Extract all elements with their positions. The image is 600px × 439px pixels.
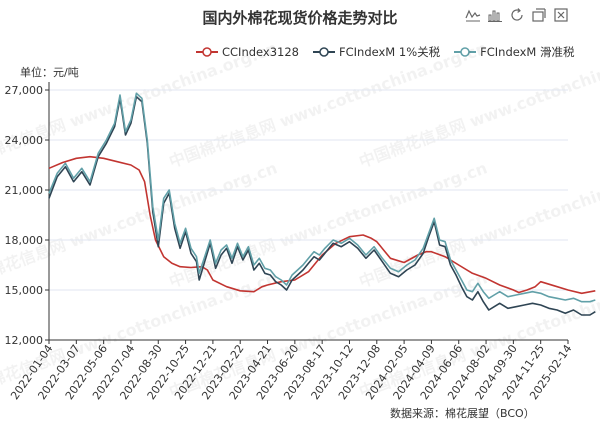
chart-legend: CCIndex3128 FCIndexM 1%关税 FCIndexM 滑准税	[196, 44, 575, 60]
watermark-text: 中国棉花信息网 www.cottonchina.org.cn	[0, 38, 280, 171]
chart-toolbox	[463, 5, 571, 25]
y-tick-label: 18,000	[5, 234, 44, 247]
stack-icon[interactable]	[529, 5, 549, 25]
watermark-text: 中国棉花信息网 www.cottonchina.org.cn	[0, 158, 280, 291]
legend-label-ccindex: CCIndex3128	[222, 45, 299, 59]
unit-label: 单位：元/吨	[20, 66, 79, 79]
legend-label-fcindex-1pct: FCIndexM 1%关税	[339, 45, 441, 59]
legend-item-fcindex-1pct[interactable]: FCIndexM 1%关税	[313, 44, 440, 60]
line-chart-icon[interactable]	[463, 5, 483, 25]
y-tick-label: 15,000	[5, 284, 44, 297]
legend-marker-fcindex-sliding	[454, 47, 477, 57]
y-tick-label: 21,000	[5, 184, 44, 197]
source-label: 数据来源：棉花展望（BCO）	[390, 407, 535, 420]
restore-icon[interactable]	[507, 5, 527, 25]
series-line-2	[48, 95, 596, 316]
series-line-3	[48, 92, 596, 303]
legend-item-ccindex[interactable]: CCIndex3128	[196, 44, 299, 60]
chart-title: 国内外棉花现货价格走势对比	[202, 9, 398, 27]
series-line-1	[48, 155, 596, 295]
legend-item-fcindex-sliding[interactable]: FCIndexM 滑准税	[454, 44, 575, 60]
watermark-text: 中国棉花信息网 www.cottonchina.org.cn	[167, 38, 490, 171]
y-tick-label: 12,000	[5, 334, 44, 347]
y-tick-label: 24,000	[5, 134, 44, 147]
legend-marker-ccindex	[196, 47, 218, 57]
legend-marker-fcindex-1pct	[313, 47, 335, 57]
watermark-text: 中国棉花信息网 www.cottonchina.org.cn	[167, 158, 490, 291]
save-image-icon[interactable]	[551, 5, 571, 25]
bar-chart-icon[interactable]	[485, 5, 505, 25]
y-tick-label: 27,000	[5, 84, 44, 97]
legend-label-fcindex-sliding: FCIndexM 滑准税	[480, 45, 575, 59]
